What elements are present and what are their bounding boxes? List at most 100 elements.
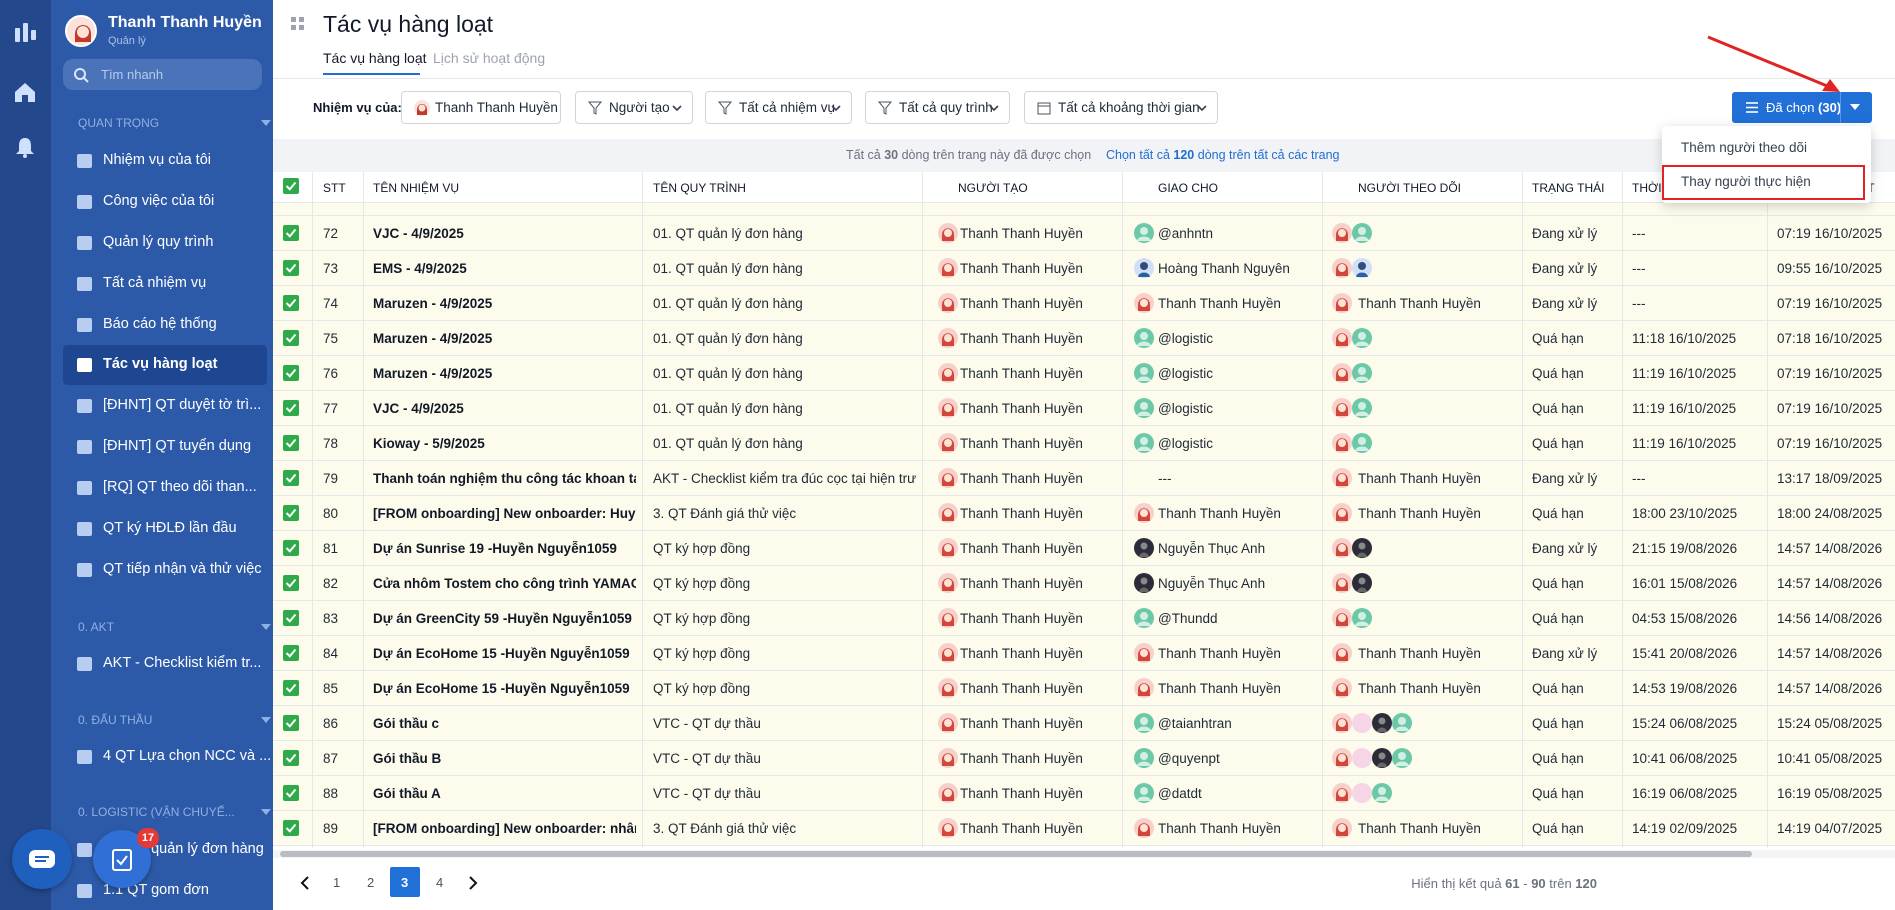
selected-text: Đã chọn (30) [1766, 100, 1841, 115]
table-cell: @datdt [1158, 786, 1202, 801]
nav-item[interactable]: Báo cáo hệ thống [63, 305, 267, 345]
table-row[interactable]: 74 Maruzen - 4/9/2025 01. QT quản lý đơn h… [273, 286, 1895, 321]
menu-item[interactable]: Thay người thực hiện [1681, 174, 1811, 189]
notice-band [273, 139, 1895, 172]
page-number[interactable]: 2 [367, 875, 375, 890]
table-row[interactable]: 86 Gói thầu c VTC - QT dự thầu Thanh Thanh … [273, 706, 1895, 741]
selected-label: Đã chọn [1766, 100, 1815, 115]
avatar [1134, 608, 1154, 628]
nav-item[interactable]: Tác vụ hàng loạt [63, 345, 267, 385]
scrollbar-thumb[interactable] [280, 851, 1752, 857]
nav-label: [ĐHNT] QT duyệt tờ trì... [103, 397, 262, 413]
table-cell: --- [1632, 261, 1646, 276]
bell-icon [16, 138, 34, 158]
selection-notice-part: Tất cả [846, 148, 885, 162]
nav-item[interactable]: QT ký HĐLĐ lần đầu [63, 509, 267, 549]
table-row[interactable]: 89 [FROM onboarding] New onboarder: nhân 3… [273, 811, 1895, 846]
page-number[interactable]: 1 [333, 875, 341, 890]
avatar [1352, 398, 1372, 418]
chat-icon [29, 850, 55, 868]
table-cell: Đang xử lý [1532, 541, 1598, 556]
table-cell: Kioway - 5/9/2025 [373, 436, 485, 451]
nav-icon [77, 277, 92, 291]
table-row[interactable]: 83 Dự án GreenCity 59 -Huyền Nguyễn1059 QT… [273, 601, 1895, 636]
nav-item[interactable]: Quản lý quy trình [63, 223, 267, 263]
avatar [1134, 398, 1154, 418]
table-row[interactable]: 88 Gói thầu A VTC - QT dự thầu Thanh Thanh … [273, 776, 1895, 811]
filter-button[interactable]: Tất cả nhiệm vụ [705, 91, 852, 124]
table-row[interactable]: 77 VJC - 4/9/2025 01. QT quản lý đơn hàng T… [273, 391, 1895, 426]
table-cell: Thanh Thanh Huyền [1358, 646, 1481, 661]
table-cell: [FROM onboarding] New onboarder: Huyền [373, 506, 636, 521]
avatar [1372, 748, 1392, 768]
column-header: STT [323, 181, 346, 195]
nav-item[interactable]: [RQ] QT theo dõi than... [63, 468, 267, 508]
avatar [1332, 678, 1352, 698]
table-cell: --- [1632, 296, 1646, 311]
row-index: 82 [323, 576, 339, 591]
nav-item[interactable]: QT tiếp nhận và thử việc [63, 550, 267, 590]
result-summary-part: trên [1545, 876, 1576, 891]
table-row[interactable]: 76 Maruzen - 4/9/2025 01. QT quản lý đơn h… [273, 356, 1895, 391]
page-number[interactable]: 3 [401, 875, 409, 890]
table-cell: Thanh Thanh Huyền [960, 821, 1083, 836]
avatar [938, 503, 958, 523]
avatar [1332, 328, 1352, 348]
table-cell: Thanh toán nghiệm thu công tác khoan tạo [373, 471, 636, 486]
search-box[interactable]: Tìm nhanh [63, 59, 262, 90]
filter-button[interactable]: Thanh Thanh Huyền [401, 91, 561, 124]
table-row[interactable]: 81 Dự án Sunrise 19 -Huyền Nguyễn1059 QT k… [273, 531, 1895, 566]
page-number[interactable]: 4 [436, 875, 444, 890]
table-row[interactable]: 80 [FROM onboarding] New onboarder: Huyền… [273, 496, 1895, 531]
nav-item[interactable]: Tất cả nhiệm vụ [63, 264, 267, 304]
nav-item[interactable]: Công việc của tôi [63, 182, 267, 222]
result-summary-part: 61 [1505, 876, 1520, 891]
nav-item[interactable]: Nhiệm vụ của tôi [63, 141, 267, 181]
table-row[interactable]: 78 Kioway - 5/9/2025 01. QT quản lý đơn hà… [273, 426, 1895, 461]
table-cell: 16:01 15/08/2026 [1632, 576, 1738, 591]
table-cell: AKT - Checklist kiểm tra đúc cọc tại hiệ… [653, 471, 916, 486]
avatar [1332, 398, 1352, 418]
nav-item[interactable]: 4 QT Lựa chọn NCC và ... [63, 737, 271, 777]
nav-item[interactable]: [ĐHNT] QT tuyển dụng [63, 427, 267, 467]
table-row[interactable]: 85 Dự án EcoHome 15 -Huyền Nguyễn1059 QT k… [273, 671, 1895, 706]
table-row[interactable]: 73 EMS - 4/9/2025 01. QT quản lý đơn hàng T… [273, 251, 1895, 286]
filter-button[interactable]: Người tạo [575, 91, 693, 124]
table-cell: Quá hạn [1532, 506, 1584, 521]
nav-item[interactable]: 1.1 QT gom đơn [63, 871, 267, 910]
column-border [642, 172, 643, 848]
table-cell: Dự án EcoHome 15 -Huyền Nguyễn1059 [373, 646, 630, 661]
row-index: 80 [323, 506, 339, 521]
table-row[interactable]: 72 VJC - 4/9/2025 01. QT quản lý đơn hàng T… [273, 216, 1895, 251]
nav-item[interactable]: AKT - Checklist kiểm tr... [63, 644, 267, 684]
tab[interactable]: Lịch sử hoạt động [433, 50, 546, 66]
menu-item[interactable]: Thêm người theo dõi [1681, 140, 1807, 155]
table-row[interactable]: 79 Thanh toán nghiệm thu công tác khoan t… [273, 461, 1895, 496]
select-all-link[interactable]: Chọn tất cả 120 dòng trên tất cả các tra… [1106, 148, 1340, 162]
checkbox [283, 330, 299, 346]
selected-button[interactable]: Đã chọn (30) [1732, 92, 1872, 123]
filter-button[interactable]: Tất cả khoảng thời gian [1024, 91, 1218, 124]
avatar [938, 818, 958, 838]
filter-label: Nhiệm vụ của: [313, 100, 402, 115]
filter-button[interactable]: Tất cả quy trình [865, 91, 1010, 124]
table-cell: Thanh Thanh Huyền [960, 751, 1083, 766]
table-row[interactable]: 84 Dự án EcoHome 15 -Huyền Nguyễn1059 QT k… [273, 636, 1895, 671]
column-header: NGƯỜI TẠO [958, 181, 1028, 195]
avatar [1332, 573, 1352, 593]
table-cell: 07:19 16/10/2025 [1777, 401, 1883, 416]
table-cell: @anhntn [1158, 226, 1213, 241]
nav-label: Báo cáo hệ thống [103, 316, 217, 332]
table-row[interactable]: 75 Maruzen - 4/9/2025 01. QT quản lý đơn h… [273, 321, 1895, 356]
table-row[interactable]: 87 Gói thầu B VTC - QT dự thầu Thanh Thanh … [273, 741, 1895, 776]
tab[interactable]: Tác vụ hàng loạt [323, 50, 427, 66]
nav-icon [77, 358, 92, 372]
nav-icon [77, 318, 92, 332]
table-cell: 01. QT quản lý đơn hàng [653, 366, 803, 381]
nav-item[interactable]: [ĐHNT] QT duyệt tờ trì... [63, 386, 267, 426]
table-row[interactable]: 82 Cửa nhôm Tostem cho công trình YAMAGI Q… [273, 566, 1895, 601]
table-cell: 07:19 16/10/2025 [1777, 226, 1883, 241]
checkbox [283, 785, 299, 801]
table-cell: 15:41 20/08/2026 [1632, 646, 1738, 661]
